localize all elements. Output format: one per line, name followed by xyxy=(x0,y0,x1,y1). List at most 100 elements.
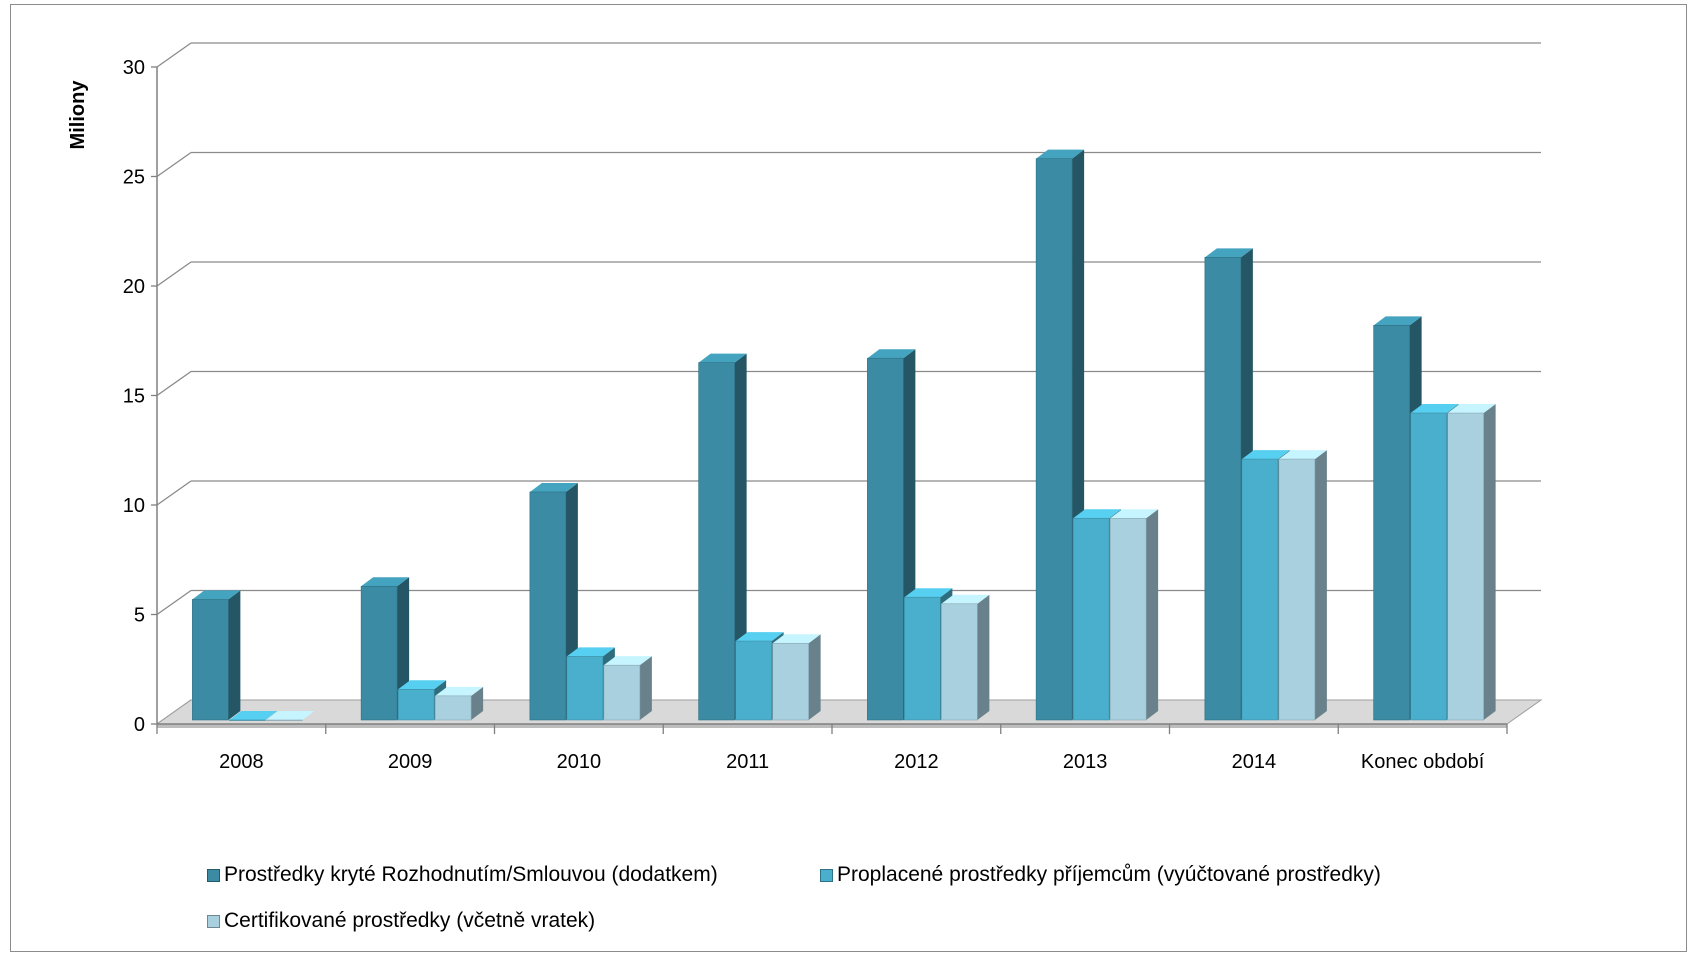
gridline-side xyxy=(156,42,192,68)
bar-front xyxy=(1447,412,1484,721)
bar-top xyxy=(1036,149,1085,159)
bar-front xyxy=(772,642,809,721)
bar-front xyxy=(735,640,772,721)
bar-top xyxy=(698,353,747,363)
y-tick-label: 0 xyxy=(134,714,145,736)
bar-top xyxy=(398,680,447,690)
bar-front xyxy=(1373,325,1410,721)
bar-top xyxy=(603,656,652,666)
bar-front xyxy=(1109,517,1147,721)
gridline-side xyxy=(156,151,192,178)
bar xyxy=(772,634,821,721)
bar-front xyxy=(1278,458,1316,721)
legend-item-series-1: Prostředky kryté Rozhodnutím/Smlouvou (d… xyxy=(207,863,718,887)
bar-top xyxy=(1373,316,1422,326)
legend-swatch-2 xyxy=(820,868,833,882)
bar-side xyxy=(1146,509,1159,720)
x-tick-label: 2013 xyxy=(1063,751,1108,773)
y-tick-label: 25 xyxy=(123,167,145,189)
bar-top xyxy=(772,634,821,644)
bar-front xyxy=(1410,412,1447,721)
y-tick-label: 30 xyxy=(123,57,145,79)
bar-top xyxy=(1447,404,1496,414)
legend-item-series-3: Certifikované prostředky (včetně vratek) xyxy=(207,909,595,933)
legend-swatch-3 xyxy=(207,914,220,928)
bar-front xyxy=(192,599,229,721)
legend-swatch-1 xyxy=(207,868,220,882)
bar-side xyxy=(639,656,652,720)
bar-top xyxy=(361,577,410,587)
bar-top xyxy=(1241,450,1290,460)
bar-side xyxy=(1314,450,1327,720)
y-tick-label: 20 xyxy=(123,276,145,298)
bar-top xyxy=(867,349,916,359)
gridline-side xyxy=(156,261,192,287)
legend-label-3: Certifikované prostředky (včetně vratek) xyxy=(224,909,596,932)
bar-front xyxy=(1241,458,1279,721)
gridline-side xyxy=(156,370,192,397)
x-tick-label: 2008 xyxy=(219,751,264,773)
bar-front xyxy=(397,689,435,721)
bar-top xyxy=(1278,450,1327,460)
bar-top xyxy=(941,594,990,604)
legend-label-1: Prostředky kryté Rozhodnutím/Smlouvou (d… xyxy=(224,863,718,886)
x-tick-label: 2011 xyxy=(726,751,769,773)
bar xyxy=(603,656,652,721)
bar-top xyxy=(1110,509,1159,519)
bar-front xyxy=(1204,257,1242,721)
bar-front xyxy=(904,596,941,721)
bar-side xyxy=(228,590,241,720)
bar xyxy=(1109,509,1159,721)
bar-front xyxy=(1035,158,1073,721)
bar-top xyxy=(192,590,241,600)
gridline-side xyxy=(156,480,192,506)
bar-top xyxy=(1073,509,1122,519)
bar xyxy=(266,711,315,721)
bar-chart: 0 5 10 15 20 25 30 2008 2009 2010 2011 2012 2013 2014… xyxy=(67,42,1543,773)
bar-side xyxy=(471,686,484,720)
bar-front xyxy=(229,719,266,721)
legend-item-series-2: Proplacené prostředky příjemcům (vyúčtov… xyxy=(820,863,1381,887)
bar xyxy=(941,594,990,721)
bar xyxy=(1447,404,1496,721)
bar-top xyxy=(435,686,484,696)
bar-front xyxy=(566,656,604,721)
x-tick-label: 2009 xyxy=(388,751,433,773)
bar-top xyxy=(1204,248,1253,258)
bar-front xyxy=(360,585,398,721)
bar-side xyxy=(808,634,821,720)
x-tick-label: 2012 xyxy=(894,751,939,773)
bar-top xyxy=(735,632,784,642)
bar-side xyxy=(1483,404,1496,720)
bar xyxy=(698,353,747,721)
bar xyxy=(229,711,278,721)
bar-top xyxy=(229,711,278,720)
x-tick-label: 2010 xyxy=(557,751,602,773)
bar-top xyxy=(1410,404,1459,414)
legend-label-2: Proplacené prostředky příjemcům (vyúčtov… xyxy=(837,863,1381,886)
bar-front xyxy=(529,491,567,721)
bar-front xyxy=(1072,517,1110,721)
bar-top xyxy=(566,647,615,657)
bar-front xyxy=(941,603,978,721)
bar-front xyxy=(603,664,641,721)
bar-top xyxy=(904,588,953,598)
bar-front xyxy=(698,362,735,721)
bar xyxy=(434,686,484,721)
chart-frame: 0 5 10 15 20 25 30 2008 2009 2010 2011 2012 2013 2014… xyxy=(10,4,1687,952)
y-tick-label: 5 xyxy=(134,605,145,627)
bar-top xyxy=(529,482,578,492)
bar-side xyxy=(734,353,747,720)
y-tick-label: 15 xyxy=(123,386,145,408)
bar xyxy=(192,590,241,721)
bar-front xyxy=(434,695,472,721)
x-tick-label: Konec období xyxy=(1361,751,1485,773)
x-tick-label: 2014 xyxy=(1232,751,1277,773)
bar-front xyxy=(266,719,303,721)
bar-front xyxy=(867,357,904,721)
y-axis-label: Miliony xyxy=(67,80,89,150)
gridline-side xyxy=(156,589,192,616)
bar-top xyxy=(266,711,315,720)
bar xyxy=(1278,450,1327,721)
y-tick-label: 10 xyxy=(123,495,145,517)
